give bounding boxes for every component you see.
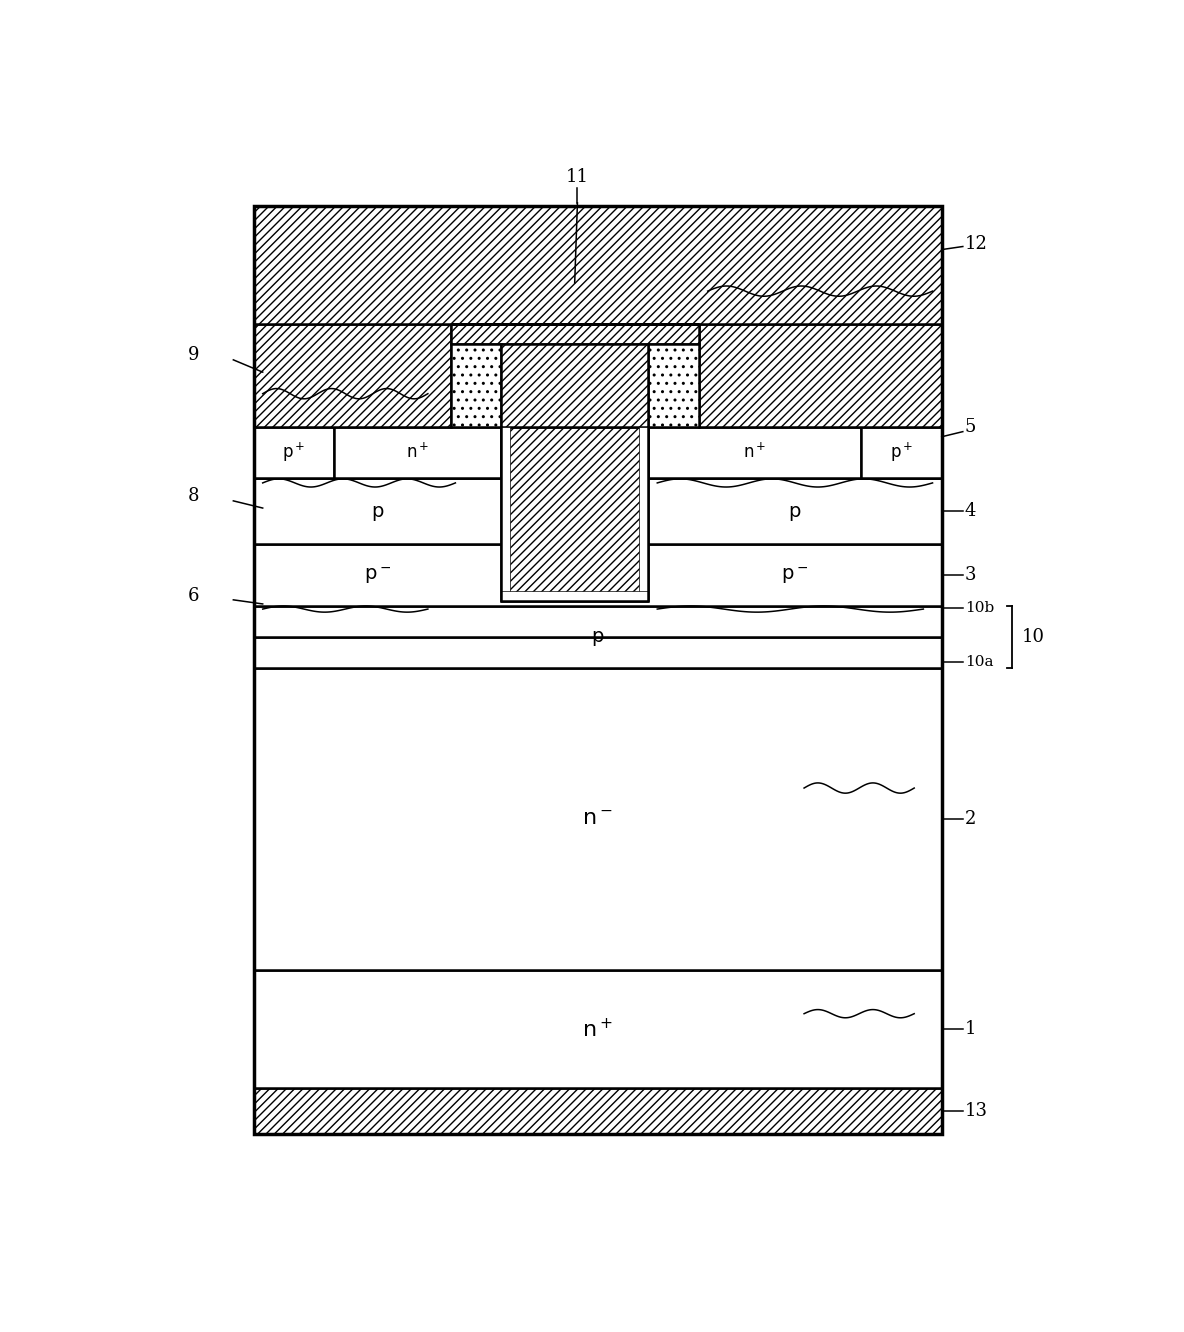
Text: p$^-$: p$^-$	[781, 565, 809, 586]
Text: p: p	[789, 502, 802, 521]
Text: 12: 12	[965, 236, 987, 253]
Bar	[253, 206, 941, 324]
Text: 3: 3	[965, 566, 976, 585]
Text: p$^-$: p$^-$	[363, 565, 391, 586]
Text: 9: 9	[188, 346, 200, 364]
Bar	[639, 426, 648, 601]
Bar	[253, 206, 941, 1135]
Text: 11: 11	[566, 168, 588, 186]
Text: p$^+$: p$^+$	[889, 441, 913, 464]
Bar	[451, 345, 501, 426]
Bar	[253, 667, 941, 970]
Bar	[334, 426, 501, 478]
Text: p: p	[592, 627, 604, 646]
Text: 1: 1	[965, 1020, 976, 1038]
Bar	[501, 426, 648, 601]
Bar	[253, 324, 451, 426]
Text: n$^-$: n$^-$	[583, 809, 613, 829]
Bar	[253, 545, 941, 606]
Text: 8: 8	[188, 486, 200, 505]
Bar	[699, 324, 941, 426]
Text: n$^+$: n$^+$	[742, 442, 766, 462]
Bar	[648, 345, 699, 426]
Bar	[451, 324, 699, 345]
Bar	[648, 426, 861, 478]
Bar	[253, 1088, 941, 1135]
Text: 13: 13	[965, 1102, 987, 1120]
Bar	[501, 345, 648, 426]
Bar	[501, 590, 648, 601]
Bar	[253, 637, 941, 667]
Text: 6: 6	[188, 586, 200, 605]
Text: p$^+$: p$^+$	[282, 441, 305, 464]
Bar	[253, 478, 941, 545]
Text: n$^+$: n$^+$	[583, 1018, 613, 1040]
Text: 10: 10	[1022, 627, 1044, 646]
Text: n$^+$: n$^+$	[406, 442, 430, 462]
Text: 10b: 10b	[965, 601, 993, 615]
Text: 10a: 10a	[965, 655, 993, 670]
Bar	[501, 426, 510, 601]
Text: 5: 5	[965, 417, 976, 436]
Bar	[253, 970, 941, 1088]
Bar	[253, 606, 941, 637]
Text: p: p	[372, 502, 384, 521]
Text: 2: 2	[965, 810, 976, 827]
Bar	[861, 426, 941, 478]
Bar	[253, 426, 334, 478]
Text: 4: 4	[965, 502, 976, 519]
Bar	[253, 426, 941, 478]
